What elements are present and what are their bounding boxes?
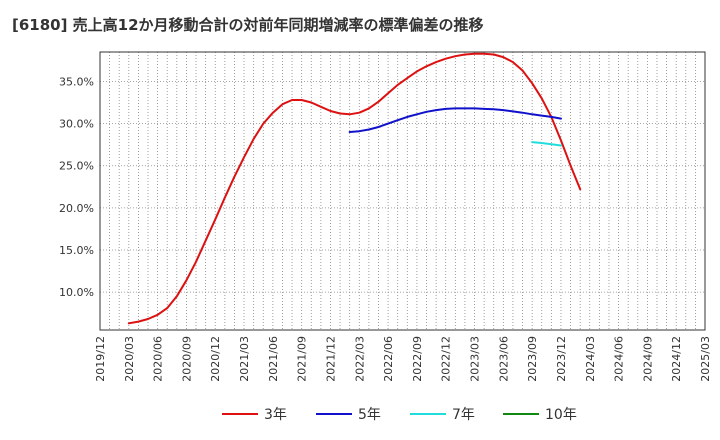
x-tick-label: 2021/03 [238, 336, 251, 382]
legend-label: 7年 [452, 407, 475, 423]
series-line-3年 [127, 52, 582, 325]
legend-item: 7年 [410, 407, 475, 423]
y-tick-label: 35.0% [59, 75, 94, 88]
series-line-7年 [531, 141, 562, 147]
y-tick-label: 30.0% [59, 118, 94, 131]
legend-label: 5年 [358, 407, 381, 423]
x-tick-label: 2022/06 [382, 336, 395, 382]
plot-frame [99, 51, 706, 331]
x-tick-label: 2020/06 [152, 336, 165, 382]
y-tick-label: 15.0% [59, 244, 94, 257]
x-tick-label: 2024/12 [670, 336, 683, 382]
y-axis: 10.0% 15.0% 20.0% 25.0% 30.0% 35.0% [59, 75, 94, 299]
x-tick-label: 2024/03 [584, 336, 597, 382]
legend-item: 3年 [222, 407, 287, 423]
legend-label: 10年 [545, 407, 577, 423]
x-tick-label: 2023/03 [469, 336, 482, 382]
x-axis: 2019/12 2020/03 2020/06 2020/09 2020/12 2021/… [94, 336, 712, 382]
x-tick-label: 2022/03 [353, 336, 366, 382]
x-tick-label: 2019/12 [94, 336, 107, 382]
x-tick-label: 2022/09 [411, 336, 424, 382]
y-tick-label: 10.0% [59, 286, 94, 299]
x-tick-label: 2020/12 [209, 336, 222, 382]
x-tick-label: 2023/09 [526, 336, 539, 382]
x-tick-label: 2021/12 [324, 336, 337, 382]
x-tick-label: 2021/06 [267, 336, 280, 382]
x-tick-label: 2023/12 [555, 336, 568, 382]
legend-item: 5年 [316, 407, 381, 423]
legend-item: 10年 [503, 407, 577, 423]
x-tick-label: 2025/03 [699, 336, 712, 382]
x-tick-label: 2020/09 [180, 336, 193, 382]
y-tick-label: 25.0% [59, 160, 94, 173]
legend: 3年 5年 7年 10年 [222, 407, 577, 423]
x-tick-label: 2024/06 [613, 336, 626, 382]
x-tick-label: 2022/12 [440, 336, 453, 382]
grid [100, 52, 705, 330]
series-line-5年 [348, 107, 562, 133]
x-tick-label: 2023/06 [497, 336, 510, 382]
chart-title: [6180] 売上高12か月移動合計の対前年同期増減率の標準偏差の推移 [12, 16, 484, 34]
x-tick-label: 2021/09 [296, 336, 309, 382]
x-tick-label: 2020/03 [123, 336, 136, 382]
legend-label: 3年 [264, 407, 287, 423]
x-tick-label: 2024/09 [641, 336, 654, 382]
series-layer [127, 52, 582, 325]
y-tick-label: 20.0% [59, 202, 94, 215]
